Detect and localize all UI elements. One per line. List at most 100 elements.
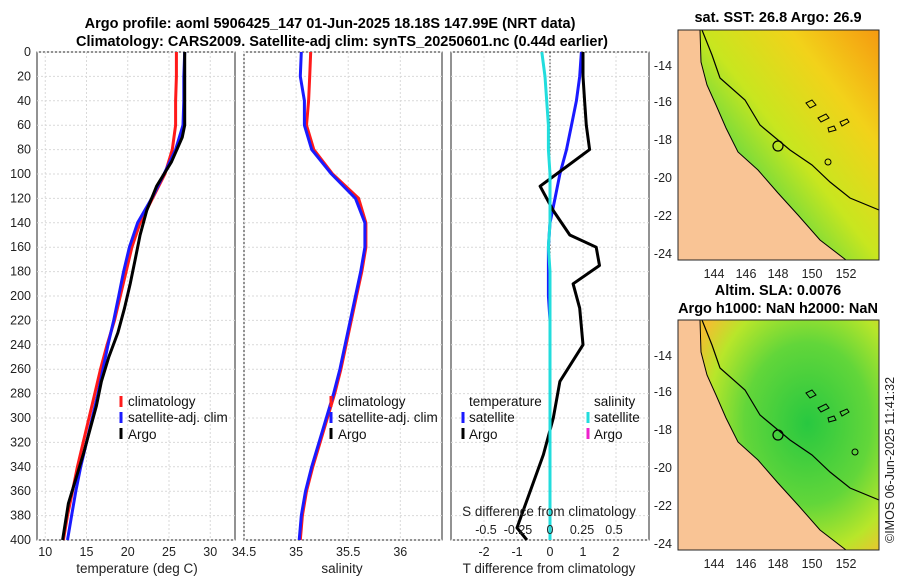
figure-title-line1: Argo profile: aoml 5906425_147 01-Jun-20… [85, 16, 576, 32]
sst-coastline [699, 30, 847, 260]
sla-latitude-labels: -14 -16 -18 -20 -22 -24 [654, 349, 672, 551]
temperature-tick-labels: 10 15 20 25 30 [38, 545, 217, 559]
longitude-tick-label: 144 [704, 267, 725, 281]
difference-panel: -2 -1 0 1 2 T difference from climatology S … [450, 51, 650, 576]
salinity-panel: 34.5 35 35.5 36 salinity climatology satell… [232, 51, 443, 576]
s-difference-axis-label: S difference from climatology [462, 504, 636, 519]
depth-tick-label: 100 [10, 167, 31, 181]
salinity-lines [297, 51, 368, 541]
legend-climatology-label: climatology [338, 394, 406, 409]
sla-longitude-labels: 144 146 148 150 152 [704, 557, 857, 571]
s-difference-tick-labels: -0.5 -0.25 0 0.25 0.5 [475, 523, 623, 537]
series-line-satellite-adj-clim [297, 51, 367, 541]
legend-s-satellite-label: satellite [594, 410, 640, 425]
series-line-t-argo [515, 52, 601, 541]
series-line-s-satellite [540, 51, 552, 540]
sst-map-title: sat. SST: 26.8 Argo: 26.9 [694, 10, 861, 26]
depth-tick-label: 200 [10, 289, 31, 303]
sla-small-island [851, 448, 859, 456]
temperature-panel: 0 20 40 60 80 100 120 140 160 180 200 220 240 260 280 3… [10, 45, 236, 576]
x-tick-label: 35 [289, 545, 303, 559]
depth-tick-label: 60 [17, 118, 31, 132]
depth-tick-label: 360 [10, 484, 31, 498]
legend-climatology-label: climatology [128, 394, 196, 409]
depth-tick-label: 280 [10, 387, 31, 401]
x-tick-label: 10 [38, 545, 52, 559]
sla-ocean-field [700, 320, 879, 550]
depth-tick-label: 0 [24, 45, 31, 59]
legend-temperature-header: temperature [469, 394, 542, 409]
s-tick-label: 0.25 [570, 523, 594, 537]
sla-map-frame [677, 319, 880, 551]
salinity-grid [243, 51, 442, 541]
series-line-climatology [61, 52, 178, 541]
difference-tick-labels: -2 -1 0 1 2 [478, 545, 619, 559]
longitude-tick-label: 148 [768, 267, 789, 281]
temperature-axis-label: temperature (deg C) [76, 561, 198, 576]
depth-tick-label: 220 [10, 313, 31, 327]
latitude-tick-label: -18 [654, 423, 672, 437]
x-tick-label: -2 [478, 545, 489, 559]
latitude-tick-label: -22 [654, 209, 672, 223]
latitude-tick-label: -16 [654, 95, 672, 109]
s-tick-label: -0.5 [475, 523, 497, 537]
legend-satellite-label: satellite-adj. clim [128, 410, 228, 425]
salinity-tick-labels: 34.5 35 35.5 36 [232, 545, 407, 559]
x-tick-label: 25 [162, 545, 176, 559]
legend-argo-label: Argo [128, 427, 157, 442]
x-tick-label: 36 [393, 545, 407, 559]
latitude-tick-label: -20 [654, 171, 672, 185]
x-tick-label: 30 [203, 545, 217, 559]
sla-map-title-line1: Altim. SLA: 0.0076 [715, 283, 842, 299]
temperature-legend: climatology satellite-adj. clim Argo [119, 394, 228, 442]
salinity-legend: climatology satellite-adj. clim Argo [329, 394, 438, 442]
legend-argo-label: Argo [338, 427, 367, 442]
legend-salinity-header: salinity [594, 394, 636, 409]
figure-title-line2: Climatology: CARS2009. Satellite-adj cli… [76, 34, 608, 50]
depth-tick-labels: 0 20 40 60 80 100 120 140 160 180 200 220 240 260 280 3… [10, 45, 31, 547]
latitude-tick-label: -24 [654, 537, 672, 551]
longitude-tick-label: 150 [802, 557, 823, 571]
depth-tick-label: 40 [17, 94, 31, 108]
longitude-tick-label: 146 [736, 557, 757, 571]
depth-tick-label: 400 [10, 533, 31, 547]
s-tick-label: -0.25 [504, 523, 533, 537]
legend-s-argo-label: Argo [594, 427, 623, 442]
sst-small-island [824, 158, 832, 166]
sst-reef-islands [805, 99, 850, 133]
x-tick-label: 2 [613, 545, 620, 559]
temperature-grid [37, 51, 235, 541]
x-tick-label: 20 [121, 545, 135, 559]
depth-tick-label: 80 [17, 143, 31, 157]
longitude-tick-label: 150 [802, 267, 823, 281]
salinity-axis-label: salinity [321, 561, 363, 576]
x-tick-label: -1 [511, 545, 522, 559]
latitude-tick-label: -24 [654, 247, 672, 261]
depth-tick-label: 120 [10, 191, 31, 205]
sla-map: Altim. SLA: 0.0076 Argo h1000: NaN h2000… [654, 283, 880, 571]
t-difference-axis-label: T difference from climatology [463, 561, 636, 576]
longitude-tick-label: 152 [836, 267, 857, 281]
latitude-tick-label: -22 [654, 499, 672, 513]
argo-position-marker [772, 429, 784, 441]
longitude-tick-label: 152 [836, 557, 857, 571]
legend-t-argo-label: Argo [469, 427, 498, 442]
sst-map-frame [677, 29, 880, 261]
imos-credit: ©IMOS 06-Jun-2025 11:41:32 [883, 377, 897, 543]
depth-tick-label: 300 [10, 411, 31, 425]
x-tick-label: 34.5 [232, 545, 256, 559]
depth-tick-label: 140 [10, 216, 31, 230]
depth-tick-label: 180 [10, 265, 31, 279]
x-tick-label: 0 [547, 545, 554, 559]
x-tick-label: 1 [580, 545, 587, 559]
latitude-tick-label: -16 [654, 385, 672, 399]
depth-tick-label: 260 [10, 362, 31, 376]
depth-tick-label: 240 [10, 338, 31, 352]
longitude-tick-label: 148 [768, 557, 789, 571]
latitude-tick-label: -20 [654, 461, 672, 475]
depth-tick-label: 340 [10, 460, 31, 474]
sla-depth-contour [701, 320, 879, 501]
depth-tick-label: 160 [10, 240, 31, 254]
temperature-lines [61, 51, 187, 541]
difference-lines [515, 51, 601, 541]
